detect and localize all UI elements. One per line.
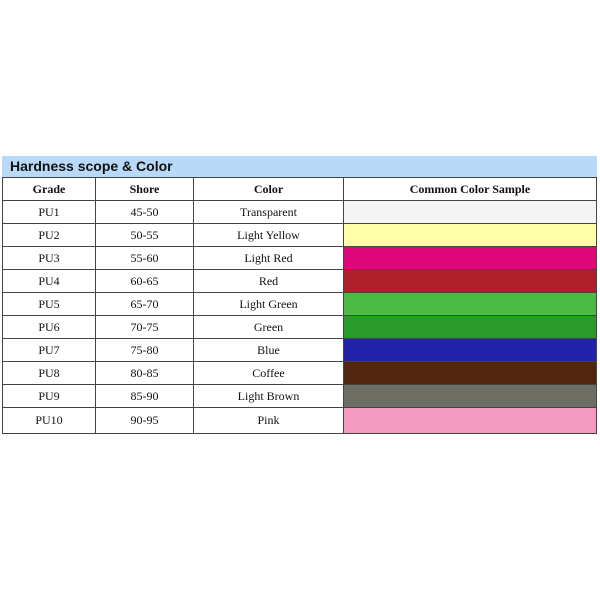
shore-cell: 65-70 (95, 292, 194, 316)
color-cell: Coffee (193, 361, 344, 385)
color-cell: Transparent (193, 200, 344, 224)
color-cell: Red (193, 269, 344, 293)
color-cell: Green (193, 315, 344, 339)
grade-cell: PU1 (2, 200, 96, 224)
color-cell: Pink (193, 407, 344, 434)
color-cell: Light Yellow (193, 223, 344, 247)
shore-cell: 80-85 (95, 361, 194, 385)
header-color: Color (193, 177, 344, 201)
shore-cell: 50-55 (95, 223, 194, 247)
color-cell: Light Green (193, 292, 344, 316)
grade-cell: PU4 (2, 269, 96, 293)
color-cell: Blue (193, 338, 344, 362)
shore-cell: 55-60 (95, 246, 194, 270)
color-sample-swatch (343, 361, 597, 385)
table-row: PU1 45-50 Transparent (2, 200, 597, 224)
table-row: PU10 90-95 Pink (2, 407, 597, 434)
grade-cell: PU2 (2, 223, 96, 247)
grade-cell: PU6 (2, 315, 96, 339)
table-row: PU7 75-80 Blue (2, 338, 597, 362)
color-cell: Light Red (193, 246, 344, 270)
table-row: PU9 85-90 Light Brown (2, 384, 597, 408)
color-sample-swatch (343, 200, 597, 224)
table-row: PU6 70-75 Green (2, 315, 597, 339)
color-cell: Light Brown (193, 384, 344, 408)
table-row: PU5 65-70 Light Green (2, 292, 597, 316)
color-sample-swatch (343, 292, 597, 316)
table-row: PU3 55-60 Light Red (2, 246, 597, 270)
hardness-table-container: Hardness scope & Color Grade Shore Color… (2, 156, 597, 434)
shore-cell: 85-90 (95, 384, 194, 408)
color-sample-swatch (343, 269, 597, 293)
grade-cell: PU10 (2, 407, 96, 434)
header-row: Grade Shore Color Common Color Sample (2, 177, 597, 201)
color-sample-swatch (343, 407, 597, 434)
table-row: PU4 60-65 Red (2, 269, 597, 293)
color-sample-swatch (343, 338, 597, 362)
header-shore: Shore (95, 177, 194, 201)
shore-cell: 45-50 (95, 200, 194, 224)
header-grade: Grade (2, 177, 96, 201)
color-sample-swatch (343, 246, 597, 270)
table-row: PU8 80-85 Coffee (2, 361, 597, 385)
table-row: PU2 50-55 Light Yellow (2, 223, 597, 247)
shore-cell: 60-65 (95, 269, 194, 293)
color-sample-swatch (343, 315, 597, 339)
color-sample-swatch (343, 384, 597, 408)
color-sample-swatch (343, 223, 597, 247)
header-sample: Common Color Sample (343, 177, 597, 201)
shore-cell: 70-75 (95, 315, 194, 339)
grade-cell: PU9 (2, 384, 96, 408)
hardness-table: Grade Shore Color Common Color Sample PU… (2, 177, 597, 434)
table-title: Hardness scope & Color (2, 156, 597, 177)
grade-cell: PU5 (2, 292, 96, 316)
shore-cell: 75-80 (95, 338, 194, 362)
grade-cell: PU3 (2, 246, 96, 270)
grade-cell: PU7 (2, 338, 96, 362)
shore-cell: 90-95 (95, 407, 194, 434)
grade-cell: PU8 (2, 361, 96, 385)
